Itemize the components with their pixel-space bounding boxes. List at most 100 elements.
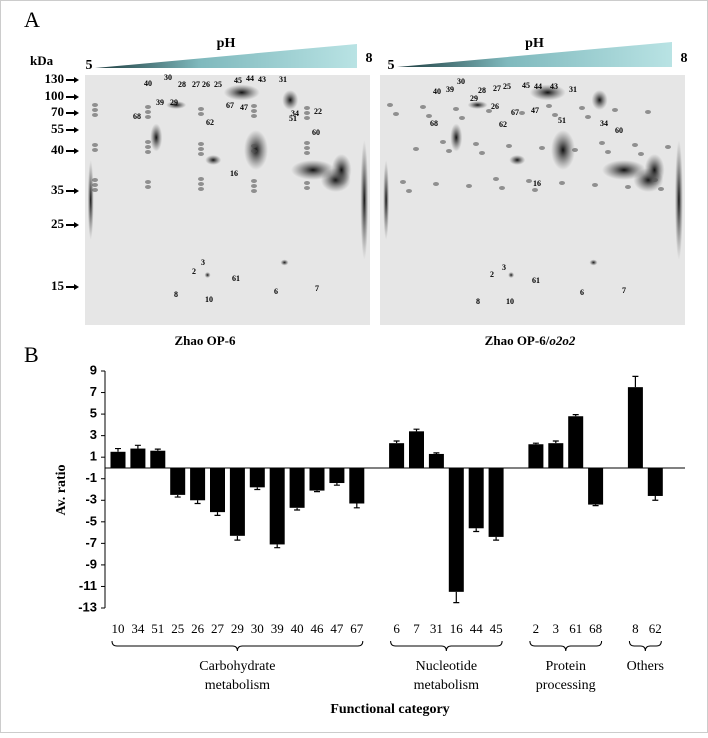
gel-dot (652, 178, 658, 182)
error-bar (314, 490, 320, 493)
x-tick-label: 8 (632, 621, 639, 636)
spot-label: 68 (133, 112, 141, 121)
mw-marker: 15 (51, 278, 65, 293)
gel-blob (450, 123, 463, 152)
spot-label: 60 (615, 126, 623, 135)
error-bar (115, 447, 121, 452)
spot-label: 47 (531, 106, 539, 115)
bar (468, 467, 484, 529)
bar (627, 387, 643, 468)
gel-dot (572, 148, 578, 152)
bar (269, 467, 285, 545)
bar (548, 443, 564, 468)
y-tick-label: -1 (85, 470, 97, 485)
spot-label: 31 (569, 85, 577, 94)
mw-arrowhead (74, 94, 79, 100)
error-bar (174, 494, 181, 498)
bar (309, 467, 325, 491)
y-tick-label: -9 (85, 556, 97, 571)
x-tick-label: 44 (470, 621, 484, 636)
gel-dot (552, 113, 558, 117)
panel-label: B (24, 342, 39, 367)
gel-dot (473, 142, 479, 146)
gel-blob (529, 84, 566, 101)
bar (190, 467, 206, 501)
spot-label: 27 (192, 80, 200, 89)
gel-blob (150, 123, 163, 152)
gel-blob (508, 272, 515, 278)
bar (568, 416, 584, 468)
y-tick-label: -7 (85, 535, 97, 550)
gel-dot (92, 148, 98, 152)
gel-dot (251, 109, 257, 113)
gel-dot (638, 152, 644, 156)
gel-dot (251, 114, 257, 118)
spot-label: 28 (478, 86, 486, 95)
x-axis-title: Functional category (330, 702, 449, 717)
x-tick-label: 10 (112, 621, 125, 636)
error-bar (214, 512, 221, 516)
bar (249, 467, 265, 488)
gel-dot (304, 141, 310, 145)
bar (409, 431, 424, 468)
gel-dot (304, 186, 310, 190)
spot-label: 51 (558, 116, 566, 125)
error-bar (493, 536, 500, 541)
y-tick-label: -3 (85, 492, 97, 507)
bar (448, 467, 464, 592)
gel-dot (406, 189, 412, 193)
gel-blob (166, 101, 187, 109)
spot-label: 26 (491, 102, 499, 111)
group-label: Nucleotide (416, 659, 477, 674)
mw-marker: 25 (51, 216, 65, 231)
error-bar (572, 414, 579, 417)
gel-dot (466, 184, 472, 188)
bar (329, 467, 345, 484)
gel-dot (304, 181, 310, 185)
error-bar (234, 535, 241, 541)
ph-gradient (397, 42, 672, 67)
x-tick-label: 31 (430, 621, 443, 636)
spot-label: 6 (274, 287, 278, 296)
gel-blob (551, 130, 575, 170)
gel-dot (413, 147, 419, 151)
gel-dot (92, 188, 98, 192)
mw-arrowhead (74, 222, 79, 228)
gel-dot (532, 188, 538, 192)
x-tick-label: 47 (330, 621, 344, 636)
gel-dot (198, 107, 204, 111)
spot-label: 40 (144, 79, 152, 88)
gel-dot (304, 151, 310, 155)
ph-gradient (95, 44, 357, 68)
gel-dot (446, 149, 452, 153)
ph-end: 8 (366, 51, 373, 66)
gel-dot (459, 116, 465, 120)
spot-label: 25 (503, 82, 511, 91)
gel-dot (658, 187, 664, 191)
gel-dot (92, 183, 98, 187)
mw-marker: 55 (51, 121, 65, 136)
spot-label: 43 (550, 82, 558, 91)
gel-dot (625, 185, 631, 189)
spot-label: 34 (600, 119, 608, 128)
x-tick-label: 29 (231, 621, 244, 636)
x-tick-label: 27 (211, 621, 225, 636)
mw-marker: 130 (45, 71, 65, 86)
spot-label: 27 (493, 84, 501, 93)
gel-dot (420, 105, 426, 109)
x-tick-label: 68 (589, 621, 602, 636)
error-bar (532, 442, 539, 445)
spot-label: 2 (490, 270, 494, 279)
group-bracket (529, 640, 603, 652)
spot-label: 10 (506, 297, 514, 306)
gel-dot (145, 145, 151, 149)
gel-dot (145, 105, 151, 109)
error-bar (254, 487, 261, 491)
error-bar (274, 544, 281, 549)
spot-label: 62 (206, 118, 214, 127)
x-tick-label: 39 (271, 621, 284, 636)
y-tick-label: 5 (90, 406, 97, 421)
error-bar (333, 483, 340, 486)
x-tick-label: 3 (553, 621, 560, 636)
spot-label: 29 (170, 98, 178, 107)
